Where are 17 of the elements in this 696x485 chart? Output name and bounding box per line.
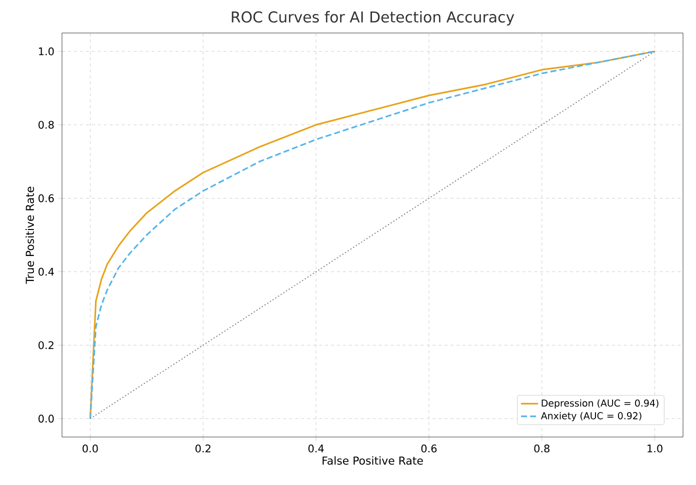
y-tick-label: 0.2 (38, 341, 54, 350)
y-tick-label: 0.8 (38, 120, 54, 129)
y-tick-label: 0.0 (38, 414, 54, 423)
legend-label: Anxiety (AUC = 0.92) (540, 412, 642, 422)
y-axis-title: True Positive Rate (26, 186, 34, 284)
chart-title: ROC Curves for AI Detection Accuracy (232, 11, 514, 26)
x-tick-label: 0.4 (308, 444, 324, 452)
x-tick-label: 0.6 (421, 444, 437, 452)
legend-label: Depression (AUC = 0.94) (542, 399, 658, 408)
x-tick-label: 0.8 (534, 444, 550, 452)
y-tick-label: 1.0 (38, 47, 54, 56)
y-tick-label: 0.4 (38, 268, 54, 276)
x-tick-label: 1.0 (648, 444, 662, 452)
x-axis-title: False Positive Rate (322, 456, 423, 465)
y-tick-label: 0.6 (38, 194, 54, 202)
x-tick-label: 0.2 (196, 444, 210, 452)
x-tick-label: 0.0 (82, 444, 98, 452)
